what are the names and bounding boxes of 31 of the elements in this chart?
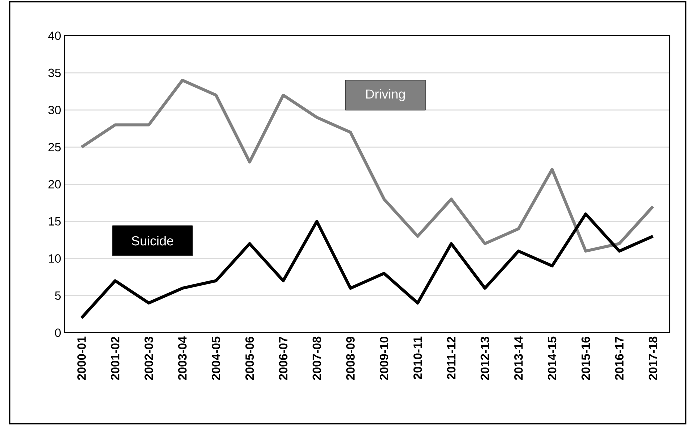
x-tick-label: 2007-08 bbox=[312, 336, 322, 380]
x-tick-label: 2000-01 bbox=[78, 336, 86, 380]
y-tick-label: 10 bbox=[49, 254, 62, 263]
y-tick-label: 30 bbox=[48, 106, 62, 114]
text: Suicide bbox=[132, 236, 174, 246]
y-tick-label: 15 bbox=[49, 217, 61, 226]
x-tick-label: 2013-14 bbox=[514, 336, 524, 380]
x-tick-label: 2010-11 bbox=[414, 336, 422, 380]
x-tick-label: 2009-10 bbox=[380, 337, 389, 380]
x-tick-label: 2012-13 bbox=[480, 336, 490, 380]
y-tick-label: 5 bbox=[55, 292, 61, 300]
x-tick-label: 2008-09 bbox=[346, 336, 355, 380]
y-tick-label: 20 bbox=[48, 180, 62, 189]
x-tick-label: 2016-17 bbox=[615, 337, 624, 380]
x-tick-label: 2004-05 bbox=[212, 336, 220, 380]
y-tick-label: 0 bbox=[55, 328, 62, 338]
text: Driving bbox=[366, 89, 406, 102]
x-tick-label: 2005-06 bbox=[246, 336, 254, 380]
x-tick-label: 2001-02 bbox=[111, 337, 120, 380]
x-tick-label: 2011-12 bbox=[447, 337, 456, 380]
y-tick-label: 40 bbox=[48, 32, 62, 40]
line-series bbox=[80, 212, 655, 320]
x-tick-label: 2006-07 bbox=[279, 337, 288, 380]
y-tick-label: 25 bbox=[48, 143, 61, 152]
x-tick-label: 2002-03 bbox=[144, 336, 154, 380]
x-tick-label: 2015-16 bbox=[582, 336, 590, 380]
x-tick-label: 2003-04 bbox=[178, 336, 187, 380]
y-tick-label: 35 bbox=[48, 68, 61, 78]
x-tick-label: 2017-18 bbox=[648, 336, 658, 380]
line-series bbox=[80, 79, 655, 253]
x-tick-label: 2014-15 bbox=[548, 336, 557, 380]
